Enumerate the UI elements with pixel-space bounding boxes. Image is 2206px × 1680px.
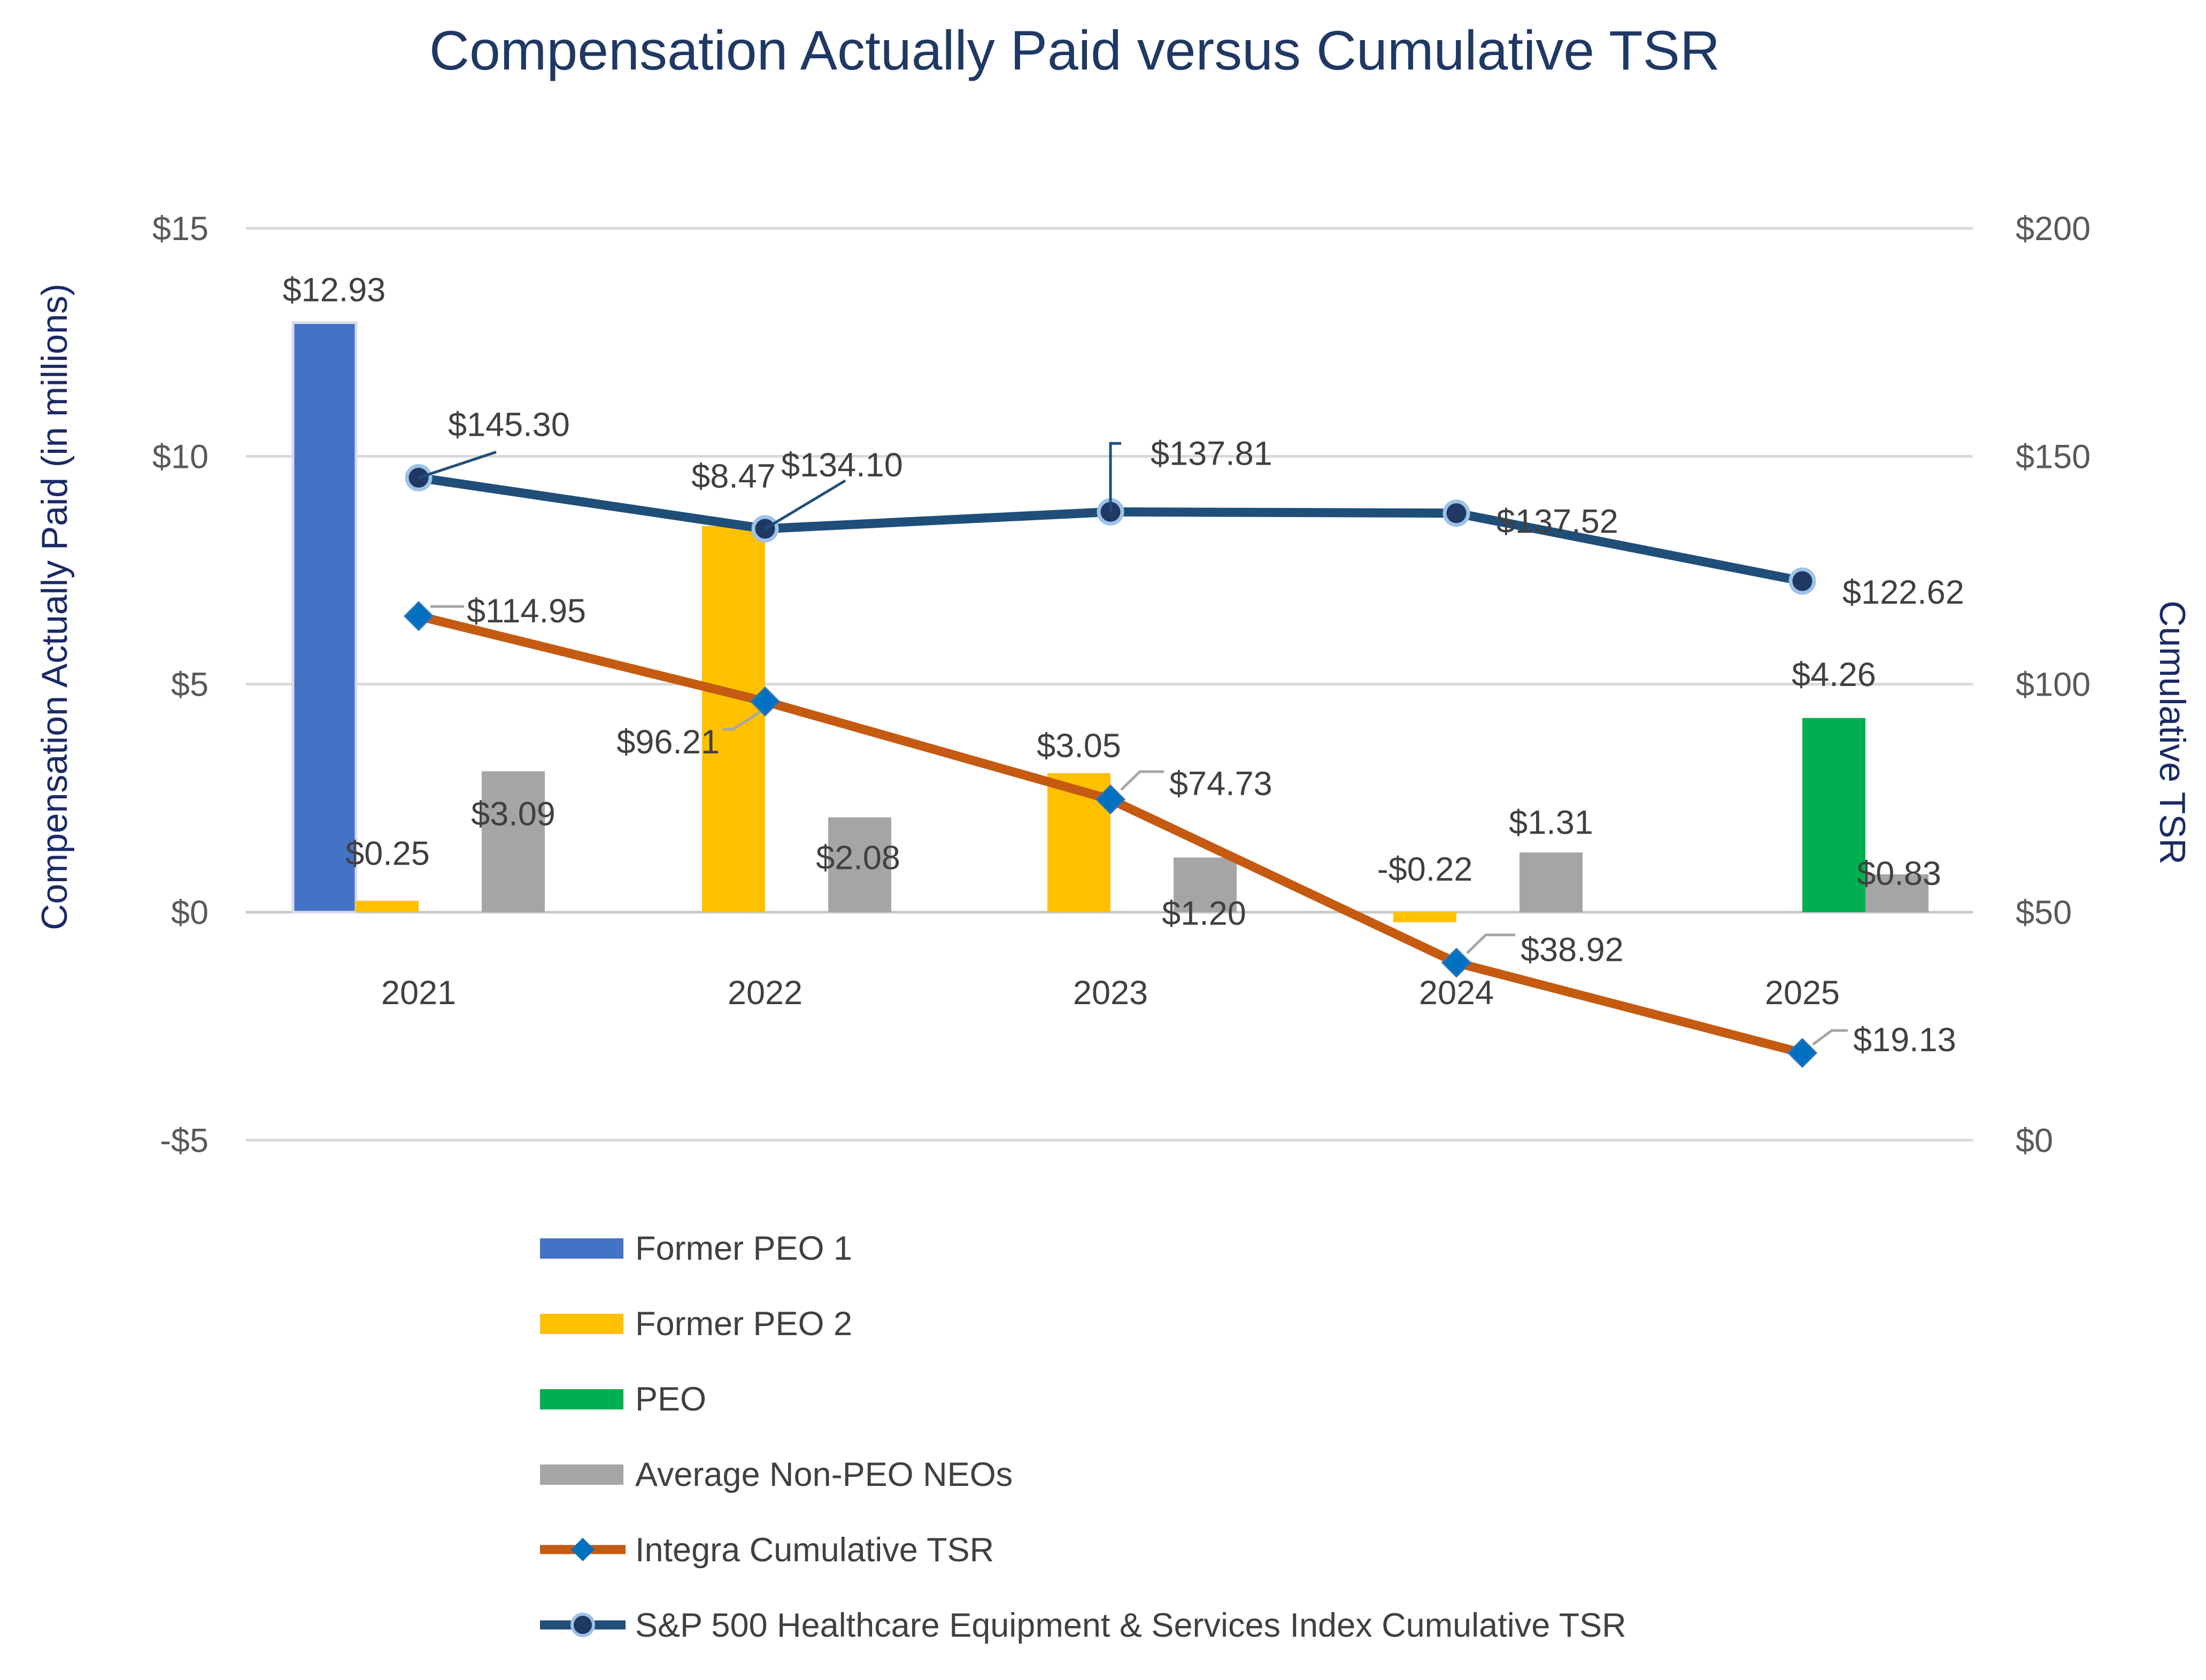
line-data-label: $137.52 [1497, 503, 1618, 541]
y2-tick-label: $150 [2016, 438, 2091, 475]
data-labels: $12.93 $0.25 $8.47 $3.05 -$0.22 $4.26 $3.09 $2.… [283, 272, 1964, 1059]
legend-label: Average Non-PEO NEOs [635, 1456, 1013, 1493]
bar [1802, 718, 1865, 912]
bar-data-label: -$0.22 [1377, 851, 1473, 888]
bar-data-label: $4.26 [1792, 656, 1876, 693]
legend-swatch [540, 1465, 623, 1485]
y-tick-label: $5 [171, 666, 209, 704]
legend-label: PEO [635, 1381, 706, 1418]
bar-data-label: $1.20 [1162, 895, 1246, 933]
y2-tick-label: $0 [2016, 1122, 2053, 1159]
y-tick-label: -$5 [160, 1122, 209, 1159]
legend-marker-circle [570, 1613, 595, 1637]
bar [702, 526, 765, 912]
bar [828, 817, 891, 912]
bar-data-label: $3.05 [1037, 727, 1121, 765]
line-marker-diamond [750, 686, 781, 717]
leader-line [764, 479, 846, 530]
y-tick-label: $0 [171, 894, 209, 931]
line-data-label: $114.95 [467, 592, 586, 630]
bar-data-label: $2.08 [816, 839, 900, 877]
chart-title: Compensation Actually Paid versus Cumula… [429, 20, 1720, 82]
line-marker-diamond [1441, 947, 1472, 978]
bar [356, 900, 419, 912]
y2-tick-label: $200 [2016, 210, 2091, 248]
bar-data-label: $1.31 [1509, 804, 1593, 841]
bar-data-label: $0.83 [1857, 855, 1941, 892]
legend-label: S&P 500 Healthcare Equipment & Services … [635, 1607, 1626, 1644]
y2-tick-label: $50 [2016, 894, 2072, 931]
line-data-label: $38.92 [1521, 931, 1624, 968]
bar [1865, 874, 1929, 912]
line-marker-diamond [1095, 784, 1126, 815]
x-tick-label: 2025 [1765, 974, 1840, 1012]
leader-line [1466, 933, 1515, 954]
leader-line [418, 451, 497, 479]
x-tick-label: 2024 [1419, 974, 1494, 1012]
line-marker-diamond [403, 601, 434, 631]
y-tick-label: $15 [152, 210, 209, 248]
line-data-label: $96.21 [616, 723, 720, 761]
bar-data-label: $0.25 [345, 835, 430, 873]
bars [291, 321, 1929, 922]
legend-swatch [540, 1314, 623, 1334]
line-marker-diamond [1787, 1038, 1818, 1068]
legend-label: Former PEO 1 [635, 1230, 852, 1267]
bar-data-label: $8.47 [691, 458, 776, 495]
bar-data-label: $3.09 [471, 796, 556, 833]
bar [1174, 857, 1237, 912]
legend-label: Integra Cumulative TSR [635, 1531, 994, 1569]
bar [1519, 852, 1583, 912]
bar [482, 771, 545, 912]
leader-line [1812, 1029, 1848, 1046]
bar [1393, 912, 1456, 922]
leader-line [1120, 770, 1164, 791]
axis-ticks: -$5 $0 $0 $50 $5 $100 $10 $150 $15 $200 2021 2022 20… [152, 210, 2091, 1159]
legend-label: Former PEO 2 [635, 1305, 852, 1343]
line-data-label: $74.73 [1169, 765, 1272, 803]
leader-line [1109, 442, 1121, 512]
bar [291, 321, 358, 914]
y-tick-label: $10 [152, 438, 209, 475]
line-data-label: $134.10 [781, 446, 903, 484]
x-tick-label: 2022 [728, 974, 803, 1012]
y2-tick-label: $100 [2016, 666, 2091, 704]
bar-data-label: $12.93 [283, 272, 386, 309]
line-marker-circle [1443, 499, 1470, 527]
y2-axis-title: Cumulative TSR [2152, 600, 2193, 865]
x-tick-label: 2023 [1073, 974, 1148, 1012]
leader-line [722, 711, 761, 731]
y-axis-title: Compensation Actually Paid (in millions) [34, 283, 75, 930]
legend-swatch [540, 1389, 623, 1409]
line-data-label: $19.13 [1853, 1021, 1956, 1059]
legend-marker-diamond [571, 1538, 595, 1561]
legend-swatch [540, 1238, 623, 1259]
legend: Former PEO 1 Former PEO 2 PEO Average Non-P… [540, 1230, 1626, 1644]
line-data-label: $137.81 [1151, 435, 1272, 472]
x-tick-label: 2021 [381, 974, 456, 1012]
line-data-label: $122.62 [1842, 574, 1964, 611]
line-marker-circle [1788, 567, 1816, 595]
line-data-label: $145.30 [448, 406, 570, 443]
